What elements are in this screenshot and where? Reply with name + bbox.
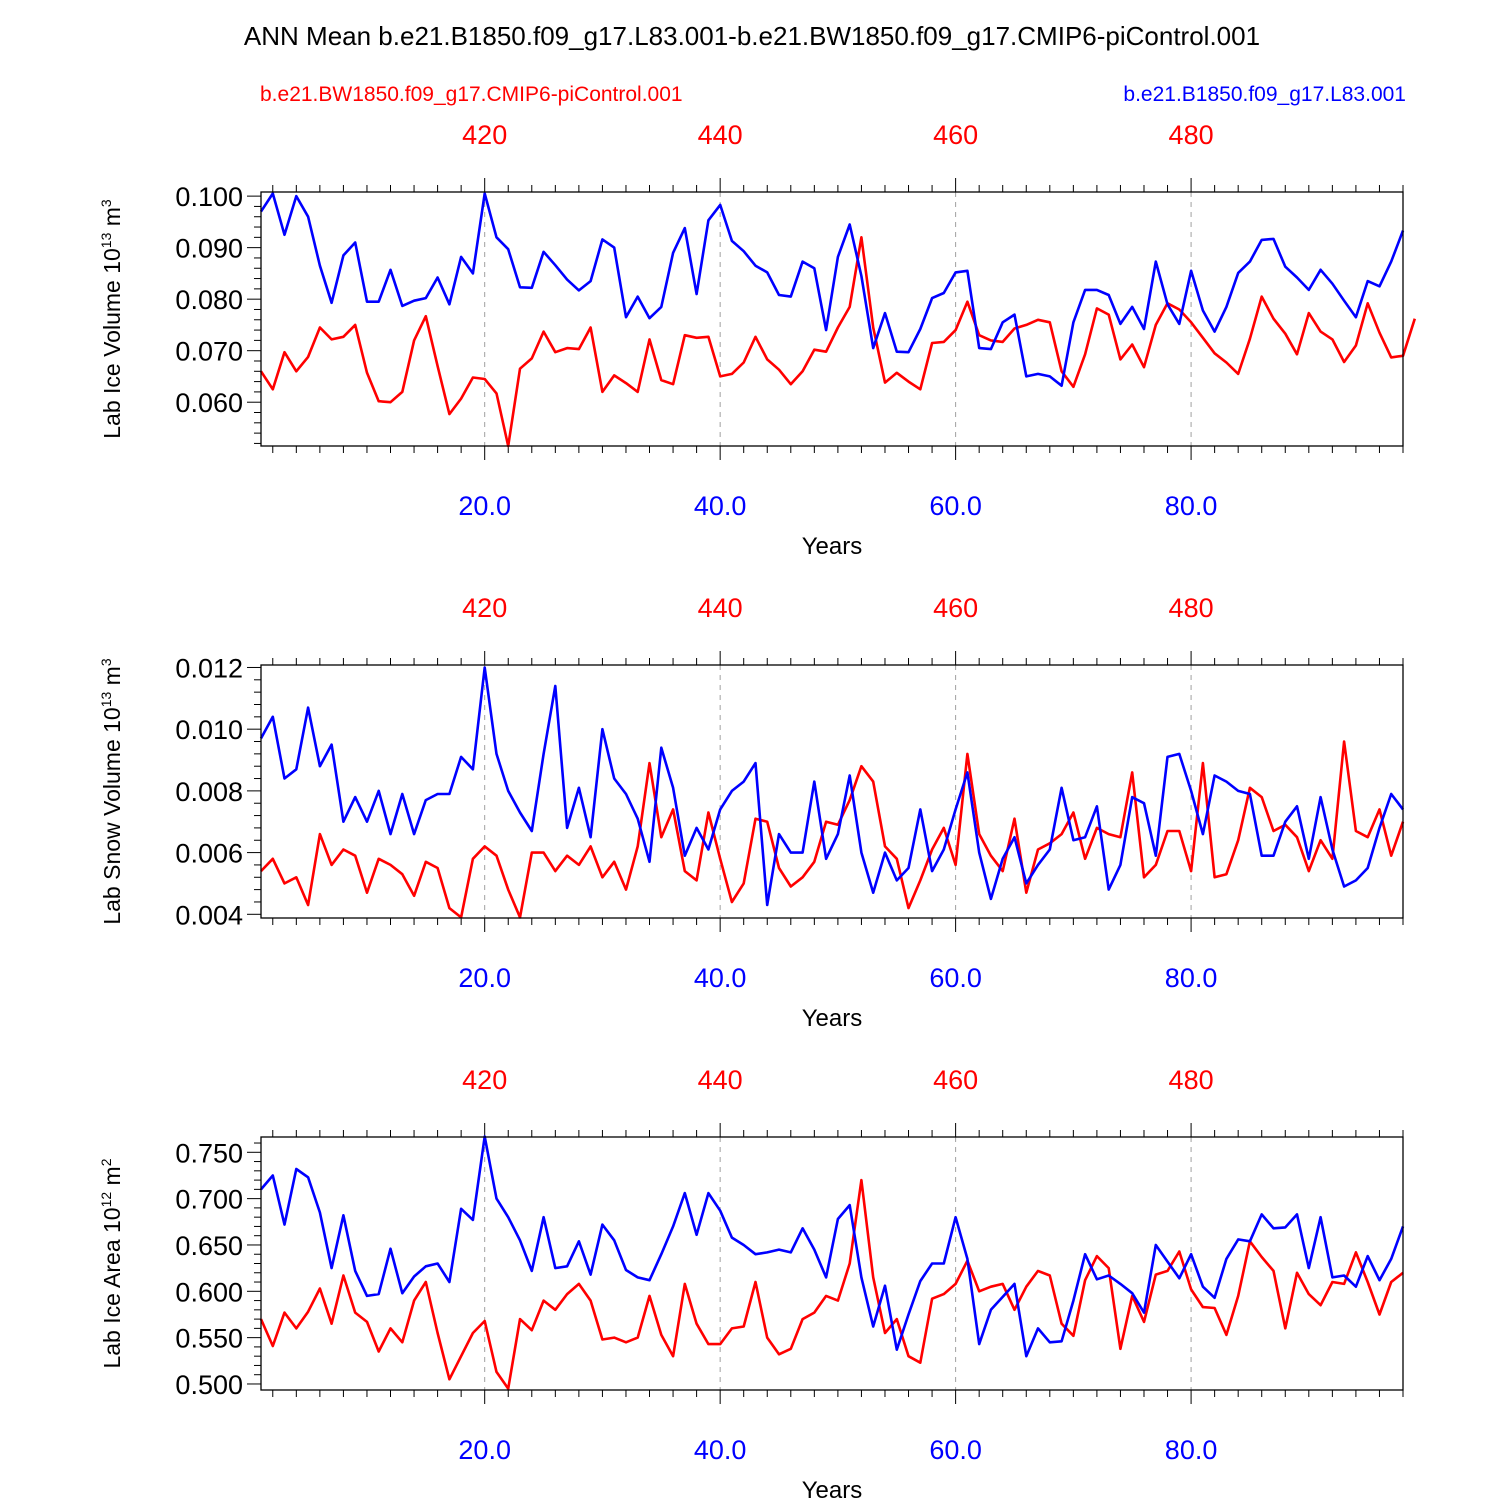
series-line-bw1850 xyxy=(259,236,1417,448)
y-axis-label: Lab Ice Volume 1013 m3 xyxy=(98,199,125,439)
figure-title: ANN Mean b.e21.B1850.f09_g17.L83.001-b.e… xyxy=(244,21,1260,51)
x-tick-label-bottom: 20.0 xyxy=(458,491,511,521)
y-tick-label: 0.006 xyxy=(175,839,243,869)
x-tick-label-bottom: 20.0 xyxy=(458,1435,511,1465)
x-tick-label-top: 480 xyxy=(1169,593,1214,623)
y-tick-label: 0.012 xyxy=(175,653,243,683)
x-axis-label: Years xyxy=(802,1005,863,1032)
panels: 0.060 0.070 0.080 0.090 0.100 20.0 40.0 60.0 80.… xyxy=(98,120,1417,1500)
x-tick-label-bottom: 20.0 xyxy=(458,963,511,993)
chart-panel-2: 0.004 0.006 0.008 0.010 0.012 20.0 40.0 60.0 80.… xyxy=(98,593,1405,1032)
x-tick-label-top: 420 xyxy=(462,120,507,150)
x-tick-label-top: 420 xyxy=(462,1065,507,1095)
y-tick-label: 0.004 xyxy=(175,900,243,930)
y-tick-label: 0.600 xyxy=(175,1277,243,1307)
x-tick-label-bottom: 80.0 xyxy=(1165,963,1218,993)
x-tick-label-bottom: 60.0 xyxy=(929,1435,982,1465)
y-tick-label: 0.010 xyxy=(175,715,243,745)
x-tick-label-top: 460 xyxy=(933,120,978,150)
chart-panel-3: 0.500 0.550 0.600 0.650 0.700 0.750 20.0 40.0 60… xyxy=(98,1065,1405,1500)
x-tick-label-top: 460 xyxy=(933,593,978,623)
x-tick-label-bottom: 40.0 xyxy=(694,963,747,993)
x-tick-label-top: 440 xyxy=(698,593,743,623)
y-tick-label: 0.650 xyxy=(175,1231,243,1261)
x-tick-label-top: 420 xyxy=(462,593,507,623)
y-tick-label: 0.008 xyxy=(175,777,243,807)
y-tick-label: 0.100 xyxy=(175,182,243,212)
series-line-b1850 xyxy=(259,666,1405,907)
series-line-b1850 xyxy=(259,192,1405,388)
x-tick-label-bottom: 60.0 xyxy=(929,963,982,993)
series-line-bw1850 xyxy=(260,740,1405,919)
series-line-b1850 xyxy=(260,1135,1405,1358)
x-tick-label-bottom: 80.0 xyxy=(1165,1435,1218,1465)
y-tick-label: 0.500 xyxy=(175,1370,243,1400)
x-tick-label-bottom: 40.0 xyxy=(694,1435,747,1465)
x-tick-label-top: 440 xyxy=(698,120,743,150)
x-axis-label: Years xyxy=(802,533,863,560)
plot-frame xyxy=(260,1136,1404,1391)
legend-right: b.e21.B1850.f09_g17.L83.001 xyxy=(1123,83,1406,106)
chart-panel-1: 0.060 0.070 0.080 0.090 0.100 20.0 40.0 60.0 80.… xyxy=(98,120,1417,560)
y-tick-label: 0.750 xyxy=(175,1138,243,1168)
y-axis-label: Lab Ice Area 1012 m2 xyxy=(98,1158,125,1368)
y-tick-label: 0.090 xyxy=(175,234,243,264)
y-axis-label: Lab Snow Volume 1013 m3 xyxy=(98,658,125,925)
x-tick-label-top: 480 xyxy=(1169,1065,1214,1095)
legend-left: b.e21.BW1850.f09_g17.CMIP6-piControl.001 xyxy=(260,83,683,106)
y-tick-label: 0.700 xyxy=(175,1185,243,1215)
x-tick-label-bottom: 60.0 xyxy=(929,491,982,521)
plot-frame xyxy=(260,664,1404,919)
y-tick-label: 0.080 xyxy=(175,285,243,315)
y-tick-label: 0.070 xyxy=(175,337,243,367)
y-tick-label: 0.550 xyxy=(175,1324,243,1354)
x-tick-label-bottom: 40.0 xyxy=(694,491,747,521)
series-line-bw1850 xyxy=(259,1178,1404,1390)
x-tick-label-top: 480 xyxy=(1169,120,1214,150)
x-tick-label-top: 440 xyxy=(698,1065,743,1095)
y-tick-label: 0.060 xyxy=(175,388,243,418)
x-tick-label-top: 460 xyxy=(933,1065,978,1095)
x-tick-label-bottom: 80.0 xyxy=(1165,491,1218,521)
plot-frame xyxy=(260,191,1404,447)
x-axis-label: Years xyxy=(802,1477,863,1500)
